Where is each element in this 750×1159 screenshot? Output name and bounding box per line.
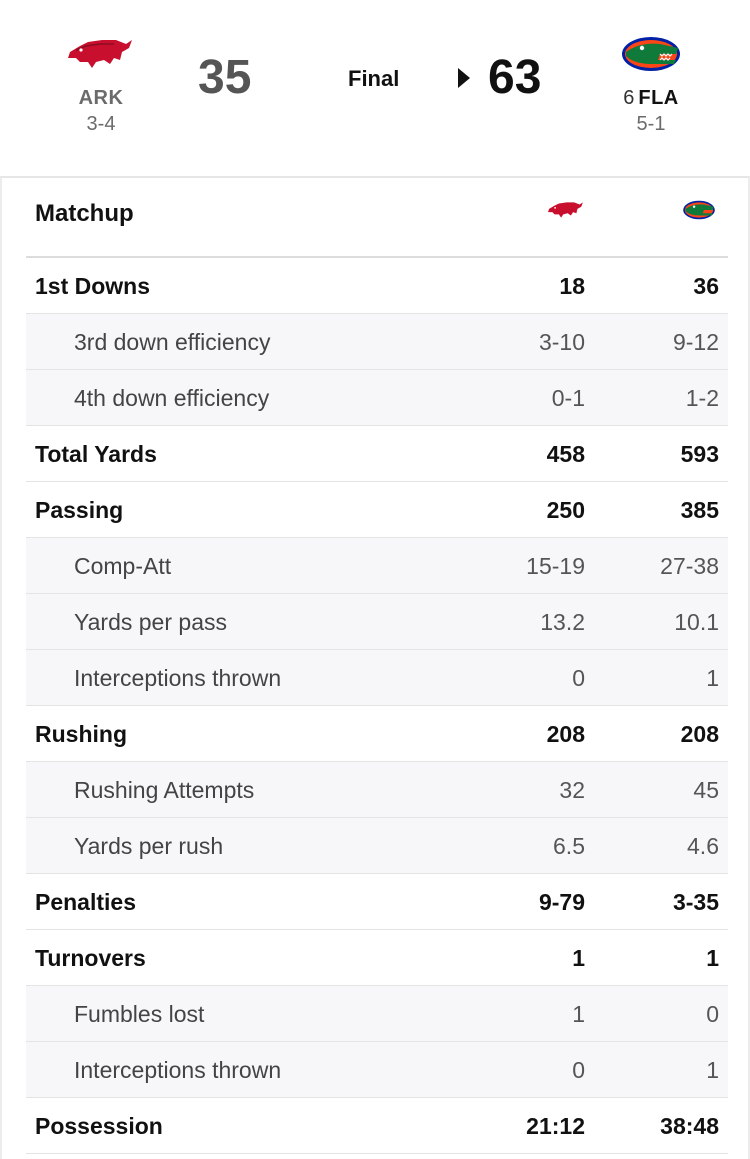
home-team-abbr: FLA [638, 87, 679, 109]
stat-row: Rushing Attempts 32 45 [26, 762, 728, 818]
stat-row: Fumbles lost 1 0 [26, 986, 728, 1042]
matchup-header: Matchup [26, 178, 728, 258]
stat-label: Comp-Att [74, 553, 172, 579]
winner-arrow-icon [458, 68, 470, 88]
matchup-card: Matchup 1st Downs 18 36 3rd down efficiency… [0, 176, 750, 1159]
home-stat-value: 38:48 [660, 1113, 719, 1139]
stat-row: Total Yards 458 593 [26, 426, 728, 482]
gator-logo-icon [683, 200, 715, 220]
home-stat-value: 1-2 [685, 385, 719, 411]
stat-label: Possession [35, 1113, 163, 1139]
away-stat-value: 0-1 [551, 385, 585, 411]
stat-label: Turnovers [35, 945, 146, 971]
stat-label: Fumbles lost [74, 1001, 205, 1027]
stat-row: 4th down efficiency 0-1 1-2 [26, 370, 728, 426]
stat-label: Yards per rush [74, 833, 224, 859]
home-team-record: 5-1 [636, 113, 666, 135]
stat-label: Rushing [35, 721, 127, 747]
stats-table: 1st Downs 18 36 3rd down efficiency 3-10 9-12… [26, 258, 728, 1154]
stat-row: Interceptions thrown 0 1 [26, 650, 728, 706]
stat-label: Penalties [35, 889, 136, 915]
stat-row: Possession 21:12 38:48 [26, 1098, 728, 1154]
stat-label: Passing [35, 497, 124, 523]
stat-label: 3rd down efficiency [74, 329, 271, 355]
home-stat-value: 9-12 [672, 329, 719, 355]
away-stat-value: 15-19 [526, 553, 585, 579]
home-stat-value: 593 [680, 441, 719, 467]
stat-row: Interceptions thrown 0 1 [26, 1042, 728, 1098]
home-team[interactable]: 6 FLA 5-1 [590, 32, 712, 136]
away-team-abbr: ARK [78, 87, 124, 109]
home-stat-value: 1 [706, 665, 719, 691]
away-stat-value: 3-10 [538, 329, 585, 355]
gator-logo-icon [622, 37, 680, 71]
stat-row: Comp-Att 15-19 27-38 [26, 538, 728, 594]
stat-row: Penalties 9-79 3-35 [26, 874, 728, 930]
stat-label: Yards per pass [74, 609, 227, 635]
game-status: Final [348, 66, 400, 91]
home-stat-value: 3-35 [672, 889, 719, 915]
away-stat-value: 21:12 [526, 1113, 585, 1139]
home-stat-value: 27-38 [660, 553, 719, 579]
away-stat-value: 0 [572, 1057, 585, 1083]
away-stat-value: 1 [572, 945, 585, 971]
home-stat-value: 36 [693, 273, 719, 299]
razorback-logo-icon [68, 40, 132, 68]
away-stat-value: 250 [546, 497, 585, 523]
stat-row: Rushing 208 208 [26, 706, 728, 762]
stat-row: Passing 250 385 [26, 482, 728, 538]
away-stat-value: 18 [559, 273, 585, 299]
home-team-rank: 6 [623, 87, 635, 109]
home-stat-value: 208 [680, 721, 719, 747]
scoreboard-header: ARK 3-4 35 Final 63 6 FLA 5-1 [0, 0, 750, 176]
stat-row: 3rd down efficiency 3-10 9-12 [26, 314, 728, 370]
away-stat-value: 1 [572, 1001, 585, 1027]
stat-label: Interceptions thrown [74, 665, 282, 691]
away-score: 35 [198, 51, 252, 104]
home-stat-value: 0 [706, 1001, 719, 1027]
away-stat-value: 9-79 [538, 889, 585, 915]
stat-label: Rushing Attempts [74, 777, 255, 803]
stat-label: 1st Downs [35, 273, 151, 299]
stat-label: Interceptions thrown [74, 1057, 282, 1083]
home-stat-value: 385 [680, 497, 719, 523]
home-stat-value: 10.1 [674, 609, 719, 635]
home-stat-value: 1 [706, 1057, 719, 1083]
stat-row: Yards per rush 6.5 4.6 [26, 818, 728, 874]
away-stat-value: 6.5 [553, 833, 585, 859]
home-stat-value: 4.6 [687, 833, 719, 859]
stat-label: 4th down efficiency [74, 385, 270, 411]
matchup-title: Matchup [35, 200, 134, 227]
stat-label: Total Yards [35, 441, 157, 467]
stat-row: Yards per pass 13.2 10.1 [26, 594, 728, 650]
razorback-logo-icon [548, 202, 583, 218]
home-stat-value: 1 [706, 945, 719, 971]
away-team[interactable]: ARK 3-4 [40, 32, 162, 136]
away-stat-value: 208 [546, 721, 585, 747]
home-score: 63 [488, 51, 542, 104]
away-stat-value: 0 [572, 665, 585, 691]
stat-row: Turnovers 1 1 [26, 930, 728, 986]
away-stat-value: 13.2 [540, 609, 585, 635]
away-team-record: 3-4 [86, 113, 116, 135]
away-stat-value: 458 [546, 441, 585, 467]
home-stat-value: 45 [693, 777, 719, 803]
away-stat-value: 32 [559, 777, 585, 803]
stat-row: 1st Downs 18 36 [26, 258, 728, 314]
